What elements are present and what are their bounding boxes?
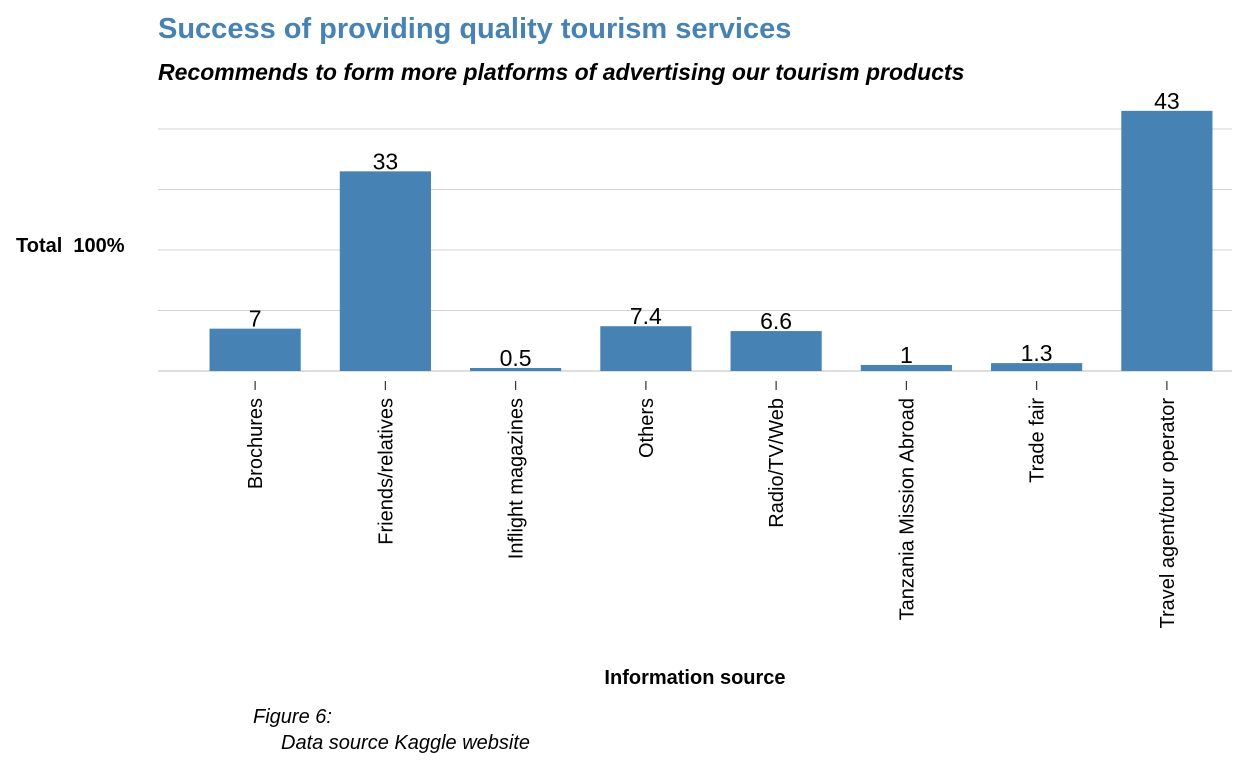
data-source-caption: Data source Kaggle website [281,732,530,754]
x-tick-label: Tanzania Mission Abroad [896,398,918,620]
chart-title: Success of providing quality tourism ser… [158,13,791,45]
bars [209,110,1213,371]
bar [339,171,431,371]
bar [470,367,562,371]
x-axis-ticks: Brochures Friends/relatives Inflight magaz… [245,381,1179,629]
bar [991,363,1083,371]
bar-value-label: 1 [900,342,913,368]
bar-value-label: 1.3 [1021,340,1053,366]
bar-value-label: 6.6 [760,308,792,334]
bar [209,328,301,371]
x-axis-label: Information source [604,667,785,689]
gridlines [158,128,1232,372]
data-labels: 7 33 0.5 7.4 6.6 1 1.3 43 [249,88,1180,371]
bar-value-label: 43 [1154,88,1180,114]
x-tick-label: Radio/TV/Web [766,398,788,528]
x-tick-label: Travel agent/tour operator [1157,398,1179,629]
bar [600,326,692,371]
x-tick-label: Friends/relatives [375,398,397,545]
bar [1121,110,1213,371]
bar [860,364,952,371]
chart-subtitle: Recommends to form more platforms of adv… [158,59,964,85]
x-tick-label: Brochures [245,398,267,489]
x-tick-label: Inflight magazines [506,398,528,559]
bar-value-label: 33 [373,148,399,174]
bar-value-label: 7 [249,306,262,332]
x-tick-label: Trade fair [1027,398,1049,483]
figure-caption: Figure 6: [253,706,332,728]
y-axis-label: Total 100% [16,235,125,257]
x-tick-label: Others [636,398,658,458]
bar [730,331,822,371]
bar-value-label: 0.5 [500,345,532,371]
bar-value-label: 7.4 [630,303,662,329]
